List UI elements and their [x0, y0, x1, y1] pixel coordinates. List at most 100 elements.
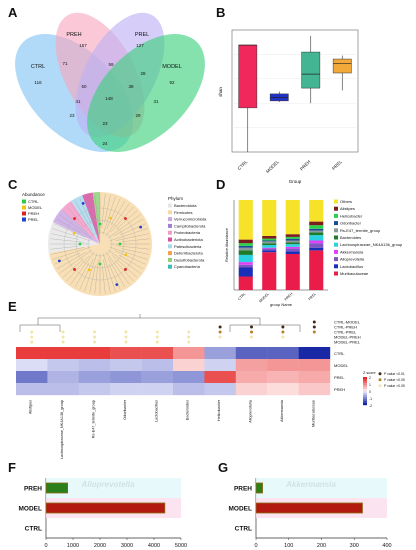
bar-xtick-label: 100 — [284, 543, 293, 549]
cladogram-ring — [75, 219, 125, 269]
bar-category-label: CTRL — [25, 526, 42, 533]
pvalue-marker — [155, 340, 159, 344]
cladogram-branch — [102, 196, 116, 235]
pvalue-marker — [155, 330, 159, 334]
heatmap-cell — [16, 383, 48, 396]
panel-letter: C — [8, 177, 18, 192]
cladogram-node — [109, 216, 113, 220]
heatmap-cell — [16, 347, 48, 360]
panel-letters: A B C D E F G — [8, 5, 228, 475]
venn-region-count: 148 — [105, 96, 113, 101]
bar-glow — [256, 518, 387, 538]
venn-set-label: PREL — [135, 32, 149, 38]
bar-category-label: MODEL — [229, 506, 253, 513]
bar-glow — [256, 478, 387, 498]
stacked-bar-segment — [309, 230, 324, 233]
stacked-bar-segment — [285, 200, 300, 235]
colorbar-step — [363, 385, 367, 388]
venn-region-count: 23 — [102, 121, 108, 126]
venn-region-count: 116 — [34, 80, 42, 85]
cladogram-branch — [109, 246, 148, 260]
panel-letter: G — [218, 460, 228, 475]
stacked-legend-label: Alloprevotella — [340, 257, 365, 262]
colorbar-step — [363, 393, 367, 396]
bar-xtick-label: 1000 — [67, 543, 79, 549]
phylum-legend-label: Bacteroidota — [174, 203, 197, 208]
abundance-legend-label: CTRL — [28, 199, 39, 204]
stacked-bar-segment — [238, 262, 253, 265]
stacked-bar-segment — [309, 200, 324, 222]
phylum-legend-swatch — [168, 210, 172, 215]
boxplot-category-label: PREH — [299, 159, 311, 171]
stacked-legend-swatch — [334, 271, 338, 276]
pvalue-marker — [281, 330, 285, 334]
cladogram-node — [98, 262, 102, 266]
stacked-legend-swatch — [334, 235, 338, 240]
cladogram-branch — [79, 258, 94, 290]
boxplot-box — [301, 51, 321, 89]
stacked-bar-segment — [285, 254, 300, 290]
colorbar-step — [363, 377, 367, 380]
stacked-bar-segment — [238, 250, 253, 255]
stacked-legend-label: Lachnospiraceae_NK4A136_group — [340, 242, 403, 247]
stacked-bar-segment — [285, 240, 300, 243]
bar-xtick-label: 4000 — [148, 543, 160, 549]
colorbar-tick: -1 — [369, 397, 372, 401]
venn-region-count: 28 — [140, 71, 146, 76]
comparison-label: CTRL-PREL — [334, 330, 357, 335]
stacked-bar-segment — [309, 240, 324, 244]
panel-a-venn: CTRL PREH PREL MODEL 116 157 127 92 71 59 28 41 31 50… — [15, 12, 205, 152]
panel-g-bar: AkkermansiaPREHMODELCTRL0100200300400 — [229, 478, 392, 549]
venn-region-count: 92 — [169, 80, 175, 85]
venn-region-count: 38 — [128, 84, 134, 89]
heatmap-cell — [47, 359, 79, 372]
stacked-bar-segment — [285, 234, 300, 237]
stacked-bar-segment — [262, 240, 277, 242]
boxplot-ylabel: shan — [218, 87, 223, 97]
heatmap-column-label: Helicobacter — [217, 399, 221, 421]
stacked-legend-swatch — [334, 264, 338, 269]
heatmap-cell — [141, 371, 174, 384]
panel-e-heatmap: CTRL-MODELCTRL-PREHCTRL-PRELMODEL-PREHMO… — [16, 314, 405, 459]
heatmap-cell — [78, 383, 111, 396]
phylum-legend-label: Proteobacteria — [174, 230, 201, 235]
cladogram-node — [78, 242, 82, 246]
colorbar-step — [363, 379, 367, 382]
cladogram-branch — [51, 247, 85, 255]
cladogram-branch — [70, 252, 95, 285]
venn-region-count: 29 — [135, 113, 141, 118]
heatmap-cell — [267, 371, 299, 384]
heatmap-cell — [110, 371, 142, 384]
cladogram-branch — [109, 228, 148, 242]
heatmap-cell — [47, 347, 79, 360]
pvalue-marker — [312, 320, 316, 324]
heatmap-column-label: Alloprevotella — [249, 399, 253, 423]
phylum-legend-swatch — [168, 217, 172, 222]
abundance-legend-swatch — [22, 199, 26, 204]
stacked-legend-label: Odoribacter — [340, 221, 362, 226]
cladogram-branch — [94, 259, 99, 294]
cladogram-node — [87, 268, 91, 272]
cladogram-sector — [92, 192, 100, 244]
cladogram-branch — [114, 250, 146, 265]
heatmap-row-label: MODEL — [334, 363, 349, 368]
phylum-legend-swatch — [168, 223, 172, 228]
phylum-legend-label: Deferribacterota — [174, 251, 203, 256]
stacked-bar-segment — [285, 244, 300, 247]
pvalue-legend-dot — [378, 372, 382, 376]
panel-d-stacked-bar: Relative Abundance group Name CTRL MODEL PRE… — [225, 199, 403, 307]
cladogram-ring — [87, 231, 113, 257]
heatmap-cell — [204, 359, 236, 372]
pvalue-marker — [124, 335, 128, 339]
bar-rect — [45, 482, 69, 494]
cladogram-branch — [59, 249, 92, 274]
pvalue-marker — [93, 330, 96, 334]
bar-glow — [46, 478, 181, 498]
stacked-legend-swatch — [334, 213, 338, 218]
panel-letter: E — [8, 299, 17, 314]
phylum-legend-swatch — [168, 230, 172, 235]
stacked-legend-swatch — [334, 257, 338, 262]
boxplot-category-label: MODEL — [265, 159, 280, 174]
cladogram-node — [124, 253, 128, 257]
phylum-legend-label: Desulfobacterota — [174, 257, 205, 262]
